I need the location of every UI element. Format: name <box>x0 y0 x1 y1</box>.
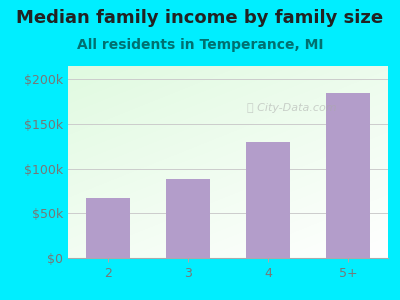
Bar <box>246 142 290 258</box>
Text: All residents in Temperance, MI: All residents in Temperance, MI <box>77 38 323 52</box>
Bar <box>326 93 370 258</box>
Bar <box>86 198 130 258</box>
Text: ⓘ City-Data.com: ⓘ City-Data.com <box>247 103 337 113</box>
Bar <box>166 179 210 258</box>
Text: Median family income by family size: Median family income by family size <box>16 9 384 27</box>
